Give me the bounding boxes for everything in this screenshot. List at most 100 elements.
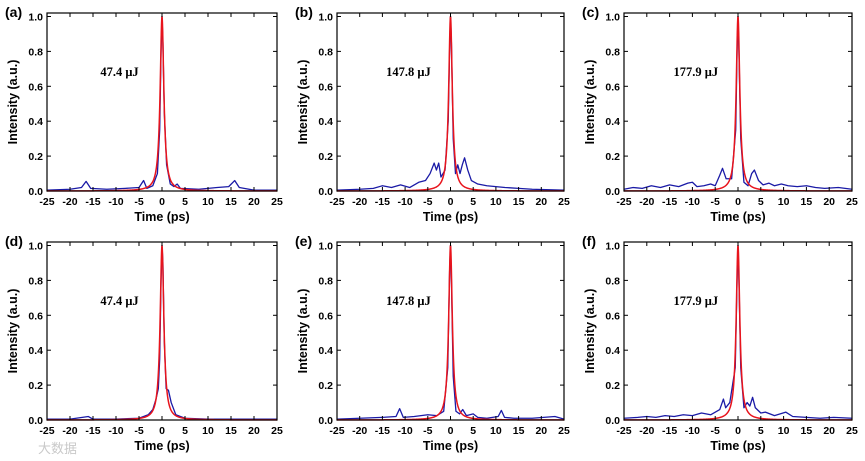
chart-panel: -25 -20 -15 -10 -5 0 5 10 15 20 25 0.0 0.2 0.4 0.6 0.8 1… — [295, 233, 570, 453]
y-tick-label: 0.0 — [605, 415, 620, 427]
y-tick-label: 0.4 — [605, 345, 620, 357]
fit-series-line — [336, 15, 565, 192]
chart-panel: -25 -20 -15 -10 -5 0 5 10 15 20 25 0.0 0.2 0.4 0.6 0.8 1… — [295, 4, 570, 224]
x-tick-label: -5 — [134, 196, 143, 208]
y-tick-label: 0.8 — [605, 46, 620, 58]
y-tick-label: 0.4 — [318, 116, 333, 128]
x-tick-label: -25 — [329, 196, 344, 208]
y-axis-label: Intensity (a.u.) — [6, 289, 20, 374]
y-tick-label: 0.2 — [28, 380, 43, 392]
x-axis-label: Time (ps) — [710, 210, 765, 224]
fit-series-line — [46, 244, 278, 421]
x-axis-label: Time (ps) — [134, 210, 189, 224]
x-tick-label: 10 — [778, 196, 790, 208]
pulse-energy-annotation: 177.9 μJ — [674, 294, 719, 308]
x-tick-label: -10 — [685, 425, 700, 437]
x-tick-label: -5 — [711, 425, 720, 437]
x-tick-label: 10 — [490, 425, 502, 437]
pulse-energy-annotation: 47.4 μJ — [100, 65, 138, 79]
y-tick-label: 1.0 — [28, 240, 43, 252]
panel-label: (e) — [295, 233, 312, 249]
pulse-energy-annotation: 177.9 μJ — [674, 65, 719, 79]
x-tick-label: 20 — [248, 425, 260, 437]
x-tick-label: 25 — [846, 196, 858, 208]
x-axis-label: Time (ps) — [134, 439, 189, 453]
y-tick-label: 0.0 — [318, 186, 333, 198]
y-axis-label: Intensity (a.u.) — [6, 60, 20, 145]
x-tick-label: -25 — [329, 425, 344, 437]
measured-series-line — [47, 244, 277, 420]
y-tick-label: 1.0 — [605, 240, 620, 252]
measured-series-line — [623, 244, 853, 419]
fit-series-line — [623, 15, 853, 192]
x-tick-label: -25 — [39, 196, 54, 208]
x-tick-label: 5 — [758, 196, 764, 208]
y-tick-label: 0.8 — [605, 275, 620, 287]
y-tick-label: 0.6 — [605, 81, 620, 93]
x-tick-label: 15 — [513, 196, 525, 208]
y-tick-label: 1.0 — [318, 240, 333, 252]
chart-panel: -25 -20 -15 -10 -5 0 5 10 15 20 25 0.0 0.2 0.4 0.6 0.8 1… — [582, 233, 858, 453]
x-tick-label: 25 — [558, 196, 570, 208]
chart-panel: -25 -20 -15 -10 -5 0 5 10 15 20 25 0.0 0.2 0.4 0.6 0.8 1… — [582, 4, 858, 224]
pulse-energy-annotation: 147.8 μJ — [386, 65, 431, 79]
y-axis-label: Intensity (a.u.) — [583, 60, 597, 145]
y-tick-label: 0.2 — [605, 151, 620, 163]
y-tick-label: 1.0 — [28, 11, 43, 23]
x-tick-label: 10 — [778, 425, 790, 437]
x-tick-label: 0 — [159, 425, 165, 437]
x-axis-label: Time (ps) — [423, 439, 478, 453]
x-tick-label: -25 — [39, 425, 54, 437]
chart-panel: -25 -20 -15 -10 -5 0 5 10 15 20 25 0.0 0.2 0.4 0.6 0.8 1… — [5, 4, 283, 224]
x-tick-label: 20 — [248, 196, 260, 208]
y-axis-label: Intensity (a.u.) — [296, 289, 310, 374]
y-tick-label: 0.0 — [605, 186, 620, 198]
x-tick-label: 15 — [801, 425, 813, 437]
x-tick-label: 20 — [535, 196, 547, 208]
x-tick-label: 10 — [202, 196, 214, 208]
x-tick-label: -10 — [398, 425, 413, 437]
y-tick-label: 0.8 — [28, 46, 43, 58]
x-tick-label: 5 — [758, 425, 764, 437]
chart-panel: -25 -20 -15 -10 -5 0 5 10 15 20 25 0.0 0.2 0.4 0.6 0.8 1… — [5, 233, 283, 453]
y-tick-label: 0.2 — [28, 151, 43, 163]
panel-label: (d) — [5, 233, 23, 249]
y-tick-label: 1.0 — [605, 11, 620, 23]
x-tick-label: -10 — [108, 425, 123, 437]
x-tick-label: -10 — [685, 196, 700, 208]
fit-series-line — [623, 244, 853, 421]
watermark-text: 大数据 — [38, 442, 77, 457]
x-tick-label: -15 — [375, 425, 390, 437]
x-tick-label: -5 — [134, 425, 143, 437]
y-tick-label: 0.8 — [28, 275, 43, 287]
x-tick-label: -20 — [352, 425, 367, 437]
x-tick-label: 25 — [271, 425, 283, 437]
y-tick-label: 0.0 — [28, 186, 43, 198]
x-tick-label: -10 — [398, 196, 413, 208]
y-tick-label: 0.2 — [318, 380, 333, 392]
x-tick-label: 5 — [470, 196, 476, 208]
panel-label: (a) — [5, 4, 22, 20]
x-tick-label: 15 — [513, 425, 525, 437]
y-tick-label: 0.4 — [28, 116, 43, 128]
x-tick-label: -15 — [375, 196, 390, 208]
y-tick-label: 0.4 — [28, 345, 43, 357]
panel-label: (c) — [582, 4, 599, 20]
y-tick-label: 0.6 — [318, 310, 333, 322]
pulse-energy-annotation: 147.8 μJ — [386, 294, 431, 308]
x-tick-label: 0 — [735, 196, 741, 208]
x-tick-label: 15 — [225, 425, 237, 437]
x-tick-label: 10 — [202, 425, 214, 437]
x-tick-label: -25 — [616, 425, 631, 437]
panel-label: (f) — [582, 233, 596, 249]
y-tick-label: 0.8 — [318, 275, 333, 287]
x-tick-label: -10 — [108, 196, 123, 208]
x-tick-label: -15 — [662, 196, 677, 208]
y-tick-label: 0.4 — [318, 345, 333, 357]
x-tick-label: -15 — [85, 196, 100, 208]
y-tick-label: 0.2 — [318, 151, 333, 163]
x-tick-label: -25 — [616, 196, 631, 208]
x-tick-label: 15 — [801, 196, 813, 208]
x-tick-label: -20 — [352, 196, 367, 208]
x-tick-label: 25 — [271, 196, 283, 208]
